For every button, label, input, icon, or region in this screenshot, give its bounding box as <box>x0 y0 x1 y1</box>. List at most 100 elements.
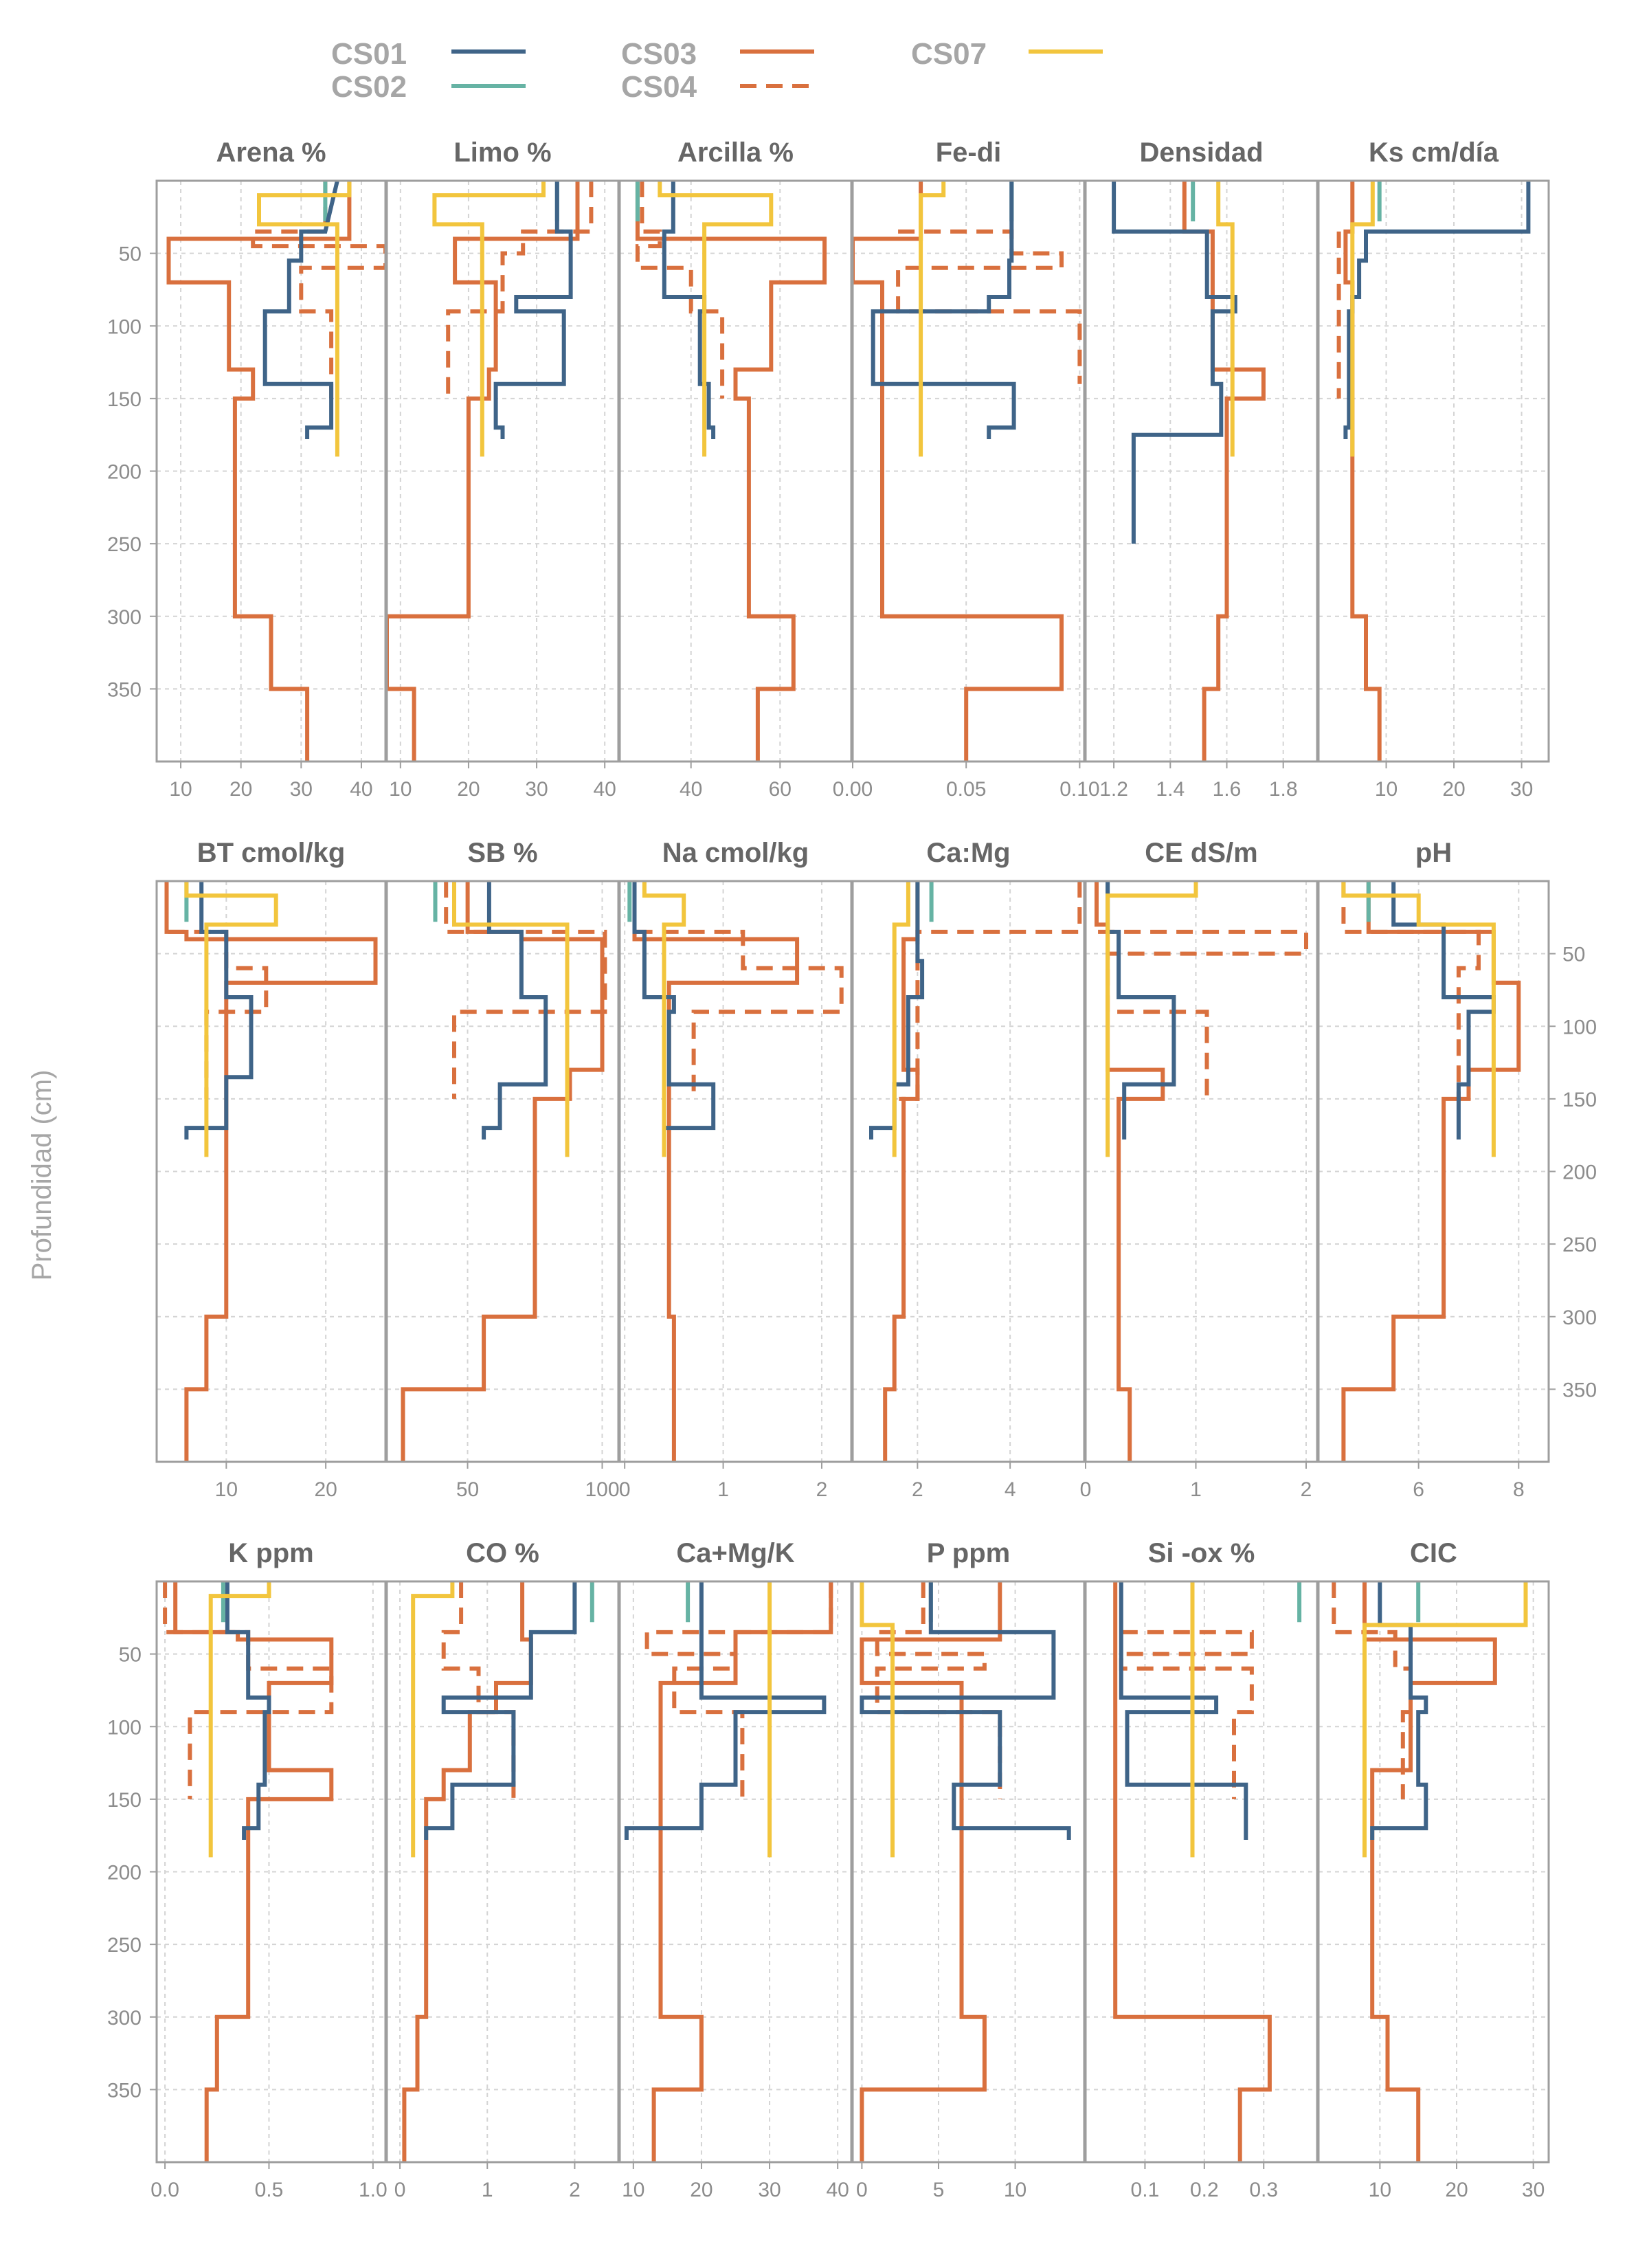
panel-limo: Limo % 10 20 30 40 <box>385 137 620 801</box>
panel-frame <box>851 1580 1086 2164</box>
panel-densidad: Densidad 1.2 1.4 1.6 1.8 <box>1084 137 1319 801</box>
series-line-cs04 <box>899 881 1082 1101</box>
panel-title: Densidad <box>1139 137 1263 168</box>
series-group <box>401 881 607 1462</box>
series-line-cs03 <box>387 181 580 761</box>
x-tick-label: 10 <box>622 2179 644 2201</box>
panel-frame <box>155 880 387 1463</box>
series-group <box>1341 881 1521 1462</box>
x-tick-label: 1 <box>1190 1478 1202 1501</box>
x-tick-label: 10 <box>1375 778 1398 801</box>
series-line-cs03 <box>853 181 1064 761</box>
y-tick-label: 100 <box>107 1716 142 1739</box>
series-line-cs04 <box>441 1581 516 1799</box>
x-tick-label: 10 <box>1004 2179 1027 2201</box>
series-line-cs07 <box>892 881 910 1157</box>
panel-title: CO % <box>466 1538 539 1568</box>
panel-cic: CIC 10 20 30 <box>1317 1538 1550 2201</box>
series-line-cs01 <box>662 181 716 439</box>
series-line-cs04 <box>1095 881 1308 1099</box>
x-tick-label: 0 <box>394 2179 406 2201</box>
y-tick-label: 350 <box>1562 1379 1597 1401</box>
panel-title: P ppm <box>927 1538 1011 1568</box>
x-tick-label: 0.10 <box>1059 778 1099 801</box>
series-line-cs03 <box>635 181 827 761</box>
series-line-cs03 <box>166 181 352 761</box>
x-tick-label: 4 <box>1005 1478 1016 1501</box>
series-group <box>635 181 827 761</box>
x-tick-label: 60 <box>769 778 792 801</box>
series-line-cs01 <box>860 1581 1071 1840</box>
panel-ca-mg-k: Ca+Mg/K 10 20 30 40 <box>618 1538 853 2201</box>
y-tick-label: 50 <box>119 1644 142 1667</box>
y-tick-label: 200 <box>107 461 142 484</box>
panel-frame <box>618 880 853 1463</box>
y-tick-label: 50 <box>1562 944 1585 966</box>
y-tick-label: 150 <box>1562 1089 1597 1111</box>
y-tick-label: 50 <box>119 243 142 266</box>
series-line-cs04 <box>446 181 594 399</box>
series-line-cs01 <box>424 1581 577 1840</box>
x-tick-label: 40 <box>680 778 702 801</box>
panel-frame <box>1317 1580 1550 2164</box>
series-line-cs07 <box>432 181 546 457</box>
series-line-cs07 <box>658 181 774 457</box>
x-tick-label: 2 <box>1301 1478 1312 1501</box>
panel-frame <box>1317 179 1550 763</box>
series-line-cs04 <box>632 881 844 1099</box>
x-tick-label: 0.5 <box>255 2179 284 2201</box>
series-line-cs03 <box>860 1581 1002 2162</box>
x-tick-label: 10 <box>389 778 412 801</box>
x-tick-label: 1.2 <box>1099 778 1128 801</box>
series-line-cs01 <box>1343 181 1531 439</box>
series-line-cs01 <box>493 181 573 439</box>
panel-bt-cmol-kg: BT cmol/kg 10 20 <box>155 838 387 1501</box>
x-tick-label: 1.4 <box>1156 778 1185 801</box>
series-line-cs04 <box>644 1581 833 1799</box>
x-tick-label: 20 <box>1442 778 1465 801</box>
panel-ce-ds-m: CE dS/m 0 1 2 <box>1080 838 1319 1501</box>
x-tick-label: 0 <box>856 2179 868 2201</box>
legend-entry-cs02: CS02 <box>331 70 526 104</box>
y-axis-label: Profundidad (cm) <box>27 1070 57 1281</box>
x-tick-label: 5 <box>933 2179 945 2201</box>
legend-label: CS03 <box>621 37 697 71</box>
x-tick-label: 0.1 <box>1131 2179 1160 2201</box>
panel-frame <box>385 1580 620 2164</box>
panel-frame <box>851 179 1086 763</box>
panel-title: Ks cm/día <box>1369 137 1499 168</box>
panels: Arena %10 20 30 4050100150200250300350Limo … <box>107 137 1597 2201</box>
panel-title: Fe-di <box>936 137 1002 168</box>
series-line-cs07 <box>860 1581 895 1858</box>
panel-frame <box>385 880 620 1463</box>
x-tick-label: 0.2 <box>1190 2179 1219 2201</box>
panel-arcilla: Arcilla % 40 60 <box>618 137 853 801</box>
y-tick-label: 150 <box>107 1789 142 1812</box>
legend-label: CS02 <box>331 70 407 104</box>
x-tick-label: 1.0 <box>359 2179 388 2201</box>
panel-title: BT cmol/kg <box>197 838 346 868</box>
y-tick-label: 350 <box>107 678 142 701</box>
x-tick-label: 100 <box>585 1478 619 1501</box>
panel-p-ppm: P ppm 0 5 10 <box>851 1538 1086 2201</box>
panel-title: Limo % <box>453 137 551 168</box>
x-tick-label: 20 <box>690 2179 713 2201</box>
panel-frame <box>618 179 853 763</box>
x-tick-label: 30 <box>758 2179 781 2201</box>
legend-entry-cs01: CS01 <box>331 37 526 71</box>
y-tick-label: 250 <box>107 533 142 556</box>
series-line-cs03 <box>632 881 800 1462</box>
y-tick-label: 250 <box>1562 1234 1597 1256</box>
series-line-cs07 <box>642 881 686 1157</box>
y-tick-label: 100 <box>107 315 142 338</box>
panel-title: Ca:Mg <box>926 838 1010 868</box>
panel-ph: pH 6 8 50 100 150 200 250 300 350 <box>1317 838 1597 1501</box>
x-tick-label: 1 <box>482 2179 493 2201</box>
x-tick-label: 1.6 <box>1213 778 1242 801</box>
series-line-cs01 <box>225 1581 271 1840</box>
x-tick-label: 10 <box>169 778 192 801</box>
legend-entry-cs03: CS03 <box>621 37 814 71</box>
series-line-cs03 <box>883 881 920 1462</box>
series-line-cs07 <box>1341 881 1496 1157</box>
